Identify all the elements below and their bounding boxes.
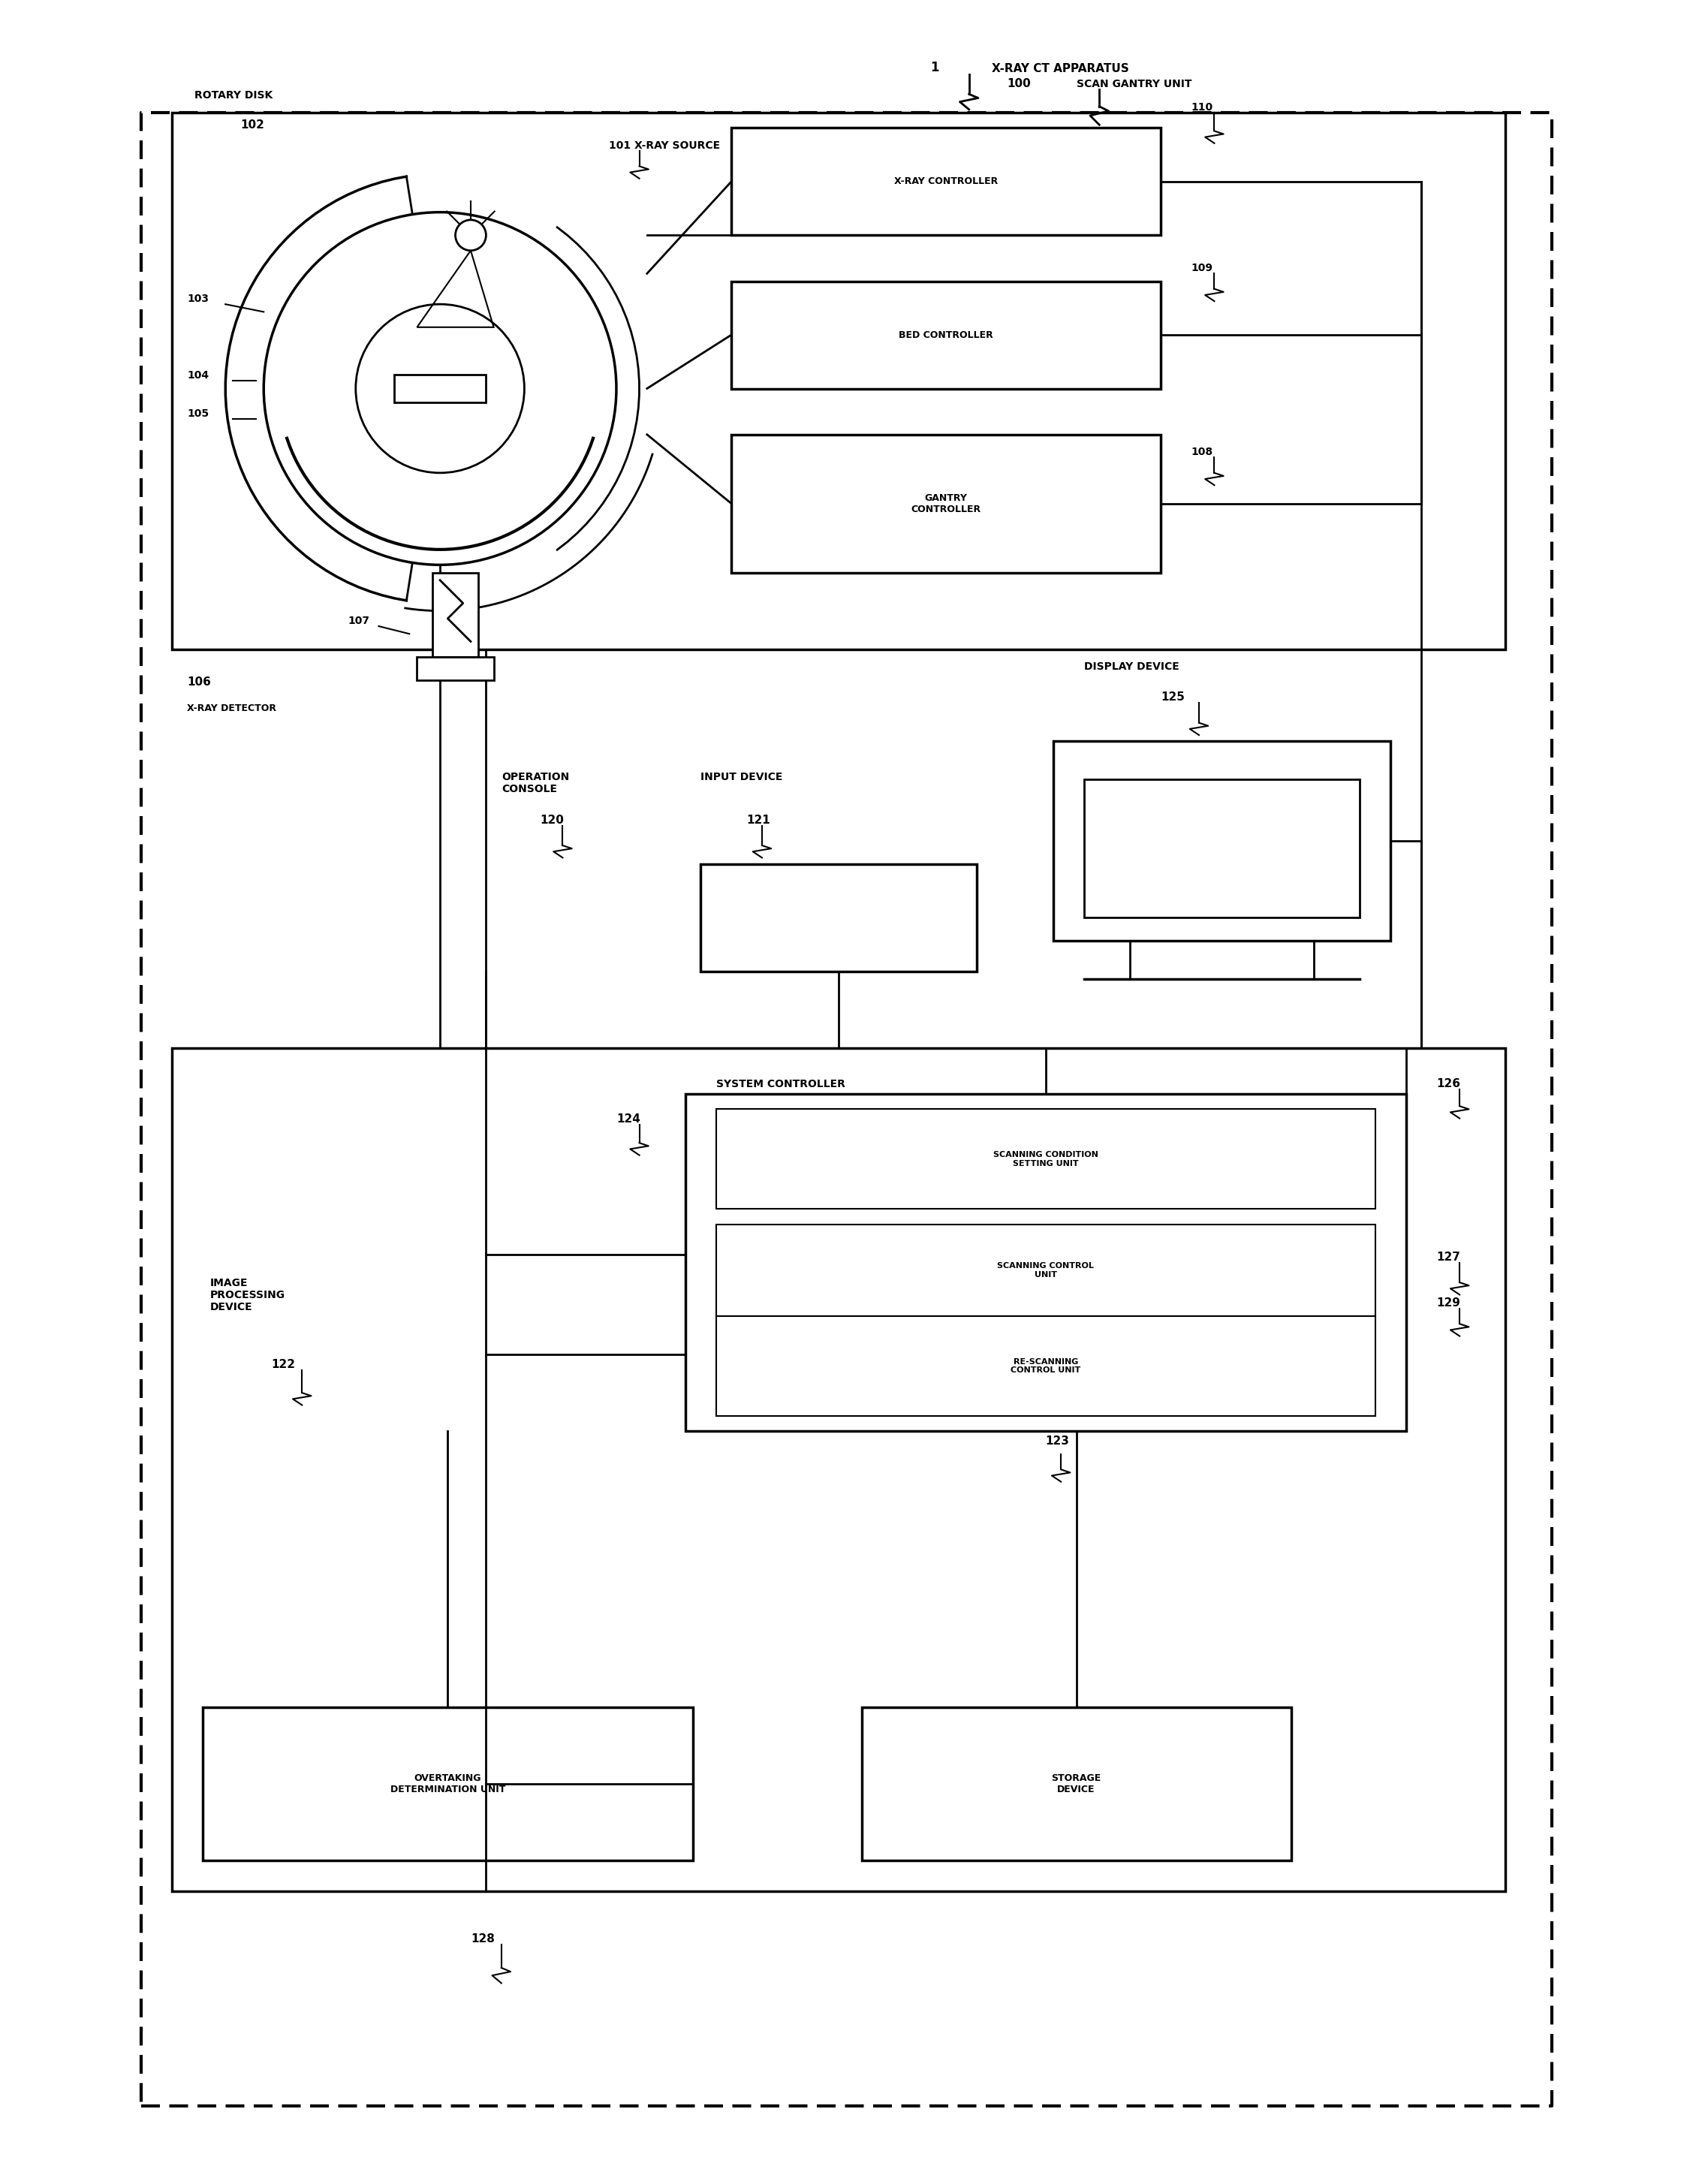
Text: 124: 124 bbox=[617, 1113, 640, 1124]
Bar bbox=[716, 1316, 1375, 1415]
Text: OVERTAKING
DETERMINATION UNIT: OVERTAKING DETERMINATION UNIT bbox=[389, 1773, 506, 1795]
Bar bbox=[1085, 779, 1360, 917]
Text: 1: 1 bbox=[931, 60, 939, 73]
Text: BED CONTROLLER: BED CONTROLLER bbox=[898, 330, 992, 341]
Text: 102: 102 bbox=[241, 119, 265, 132]
Text: SCAN GANTRY UNIT: SCAN GANTRY UNIT bbox=[1076, 80, 1192, 91]
Text: DISPLAY DEVICE: DISPLAY DEVICE bbox=[1085, 662, 1179, 673]
Bar bbox=[731, 434, 1161, 572]
Bar bbox=[700, 863, 977, 971]
Text: SCANNING CONDITION
SETTING UNIT: SCANNING CONDITION SETTING UNIT bbox=[992, 1152, 1098, 1167]
Text: 122: 122 bbox=[272, 1359, 295, 1370]
Text: INPUT DEVICE: INPUT DEVICE bbox=[700, 772, 782, 783]
Bar bbox=[173, 112, 1506, 649]
Bar bbox=[716, 1109, 1375, 1208]
Text: 106: 106 bbox=[188, 677, 212, 688]
Text: X-RAY DETECTOR: X-RAY DETECTOR bbox=[188, 703, 277, 714]
Circle shape bbox=[456, 220, 487, 250]
Text: X-RAY CONTROLLER: X-RAY CONTROLLER bbox=[893, 177, 997, 186]
Text: 126: 126 bbox=[1436, 1078, 1460, 1089]
Text: 100: 100 bbox=[1008, 78, 1032, 91]
Bar bbox=[417, 658, 494, 679]
Bar bbox=[731, 127, 1161, 235]
Text: 109: 109 bbox=[1190, 263, 1213, 274]
Bar bbox=[202, 1706, 693, 1861]
Bar bbox=[861, 1706, 1291, 1861]
Text: 129: 129 bbox=[1436, 1296, 1460, 1309]
Text: OPERATION
CONSOLE: OPERATION CONSOLE bbox=[502, 772, 569, 794]
Text: 108: 108 bbox=[1190, 446, 1213, 457]
Bar bbox=[1054, 742, 1390, 940]
Bar bbox=[432, 572, 478, 658]
Text: 110: 110 bbox=[1190, 101, 1213, 112]
Text: SCANNING CONTROL
UNIT: SCANNING CONTROL UNIT bbox=[997, 1262, 1095, 1279]
Bar bbox=[731, 280, 1161, 388]
Text: 127: 127 bbox=[1436, 1251, 1460, 1262]
Bar bbox=[716, 1225, 1375, 1316]
Text: 121: 121 bbox=[746, 813, 770, 826]
Text: 128: 128 bbox=[471, 1933, 495, 1946]
Text: 103: 103 bbox=[188, 293, 208, 304]
Text: 120: 120 bbox=[540, 813, 564, 826]
Text: SYSTEM CONTROLLER: SYSTEM CONTROLLER bbox=[716, 1078, 845, 1089]
Text: 125: 125 bbox=[1161, 692, 1185, 703]
Text: RE-SCANNING
CONTROL UNIT: RE-SCANNING CONTROL UNIT bbox=[1011, 1359, 1081, 1374]
Text: 123: 123 bbox=[1045, 1437, 1069, 1447]
Text: STORAGE
DEVICE: STORAGE DEVICE bbox=[1052, 1773, 1102, 1795]
Bar bbox=[685, 1094, 1406, 1430]
Text: 105: 105 bbox=[188, 408, 208, 418]
Text: IMAGE
PROCESSING
DEVICE: IMAGE PROCESSING DEVICE bbox=[210, 1277, 285, 1314]
Text: 107: 107 bbox=[348, 615, 371, 626]
Text: X-RAY CT APPARATUS: X-RAY CT APPARATUS bbox=[992, 63, 1129, 73]
Bar bbox=[395, 375, 487, 403]
Text: 101 X-RAY SOURCE: 101 X-RAY SOURCE bbox=[608, 140, 719, 151]
Bar bbox=[173, 1048, 1506, 1892]
Text: ROTARY DISK: ROTARY DISK bbox=[195, 91, 273, 99]
Text: GANTRY
CONTROLLER: GANTRY CONTROLLER bbox=[910, 494, 980, 513]
Text: 104: 104 bbox=[188, 371, 208, 382]
